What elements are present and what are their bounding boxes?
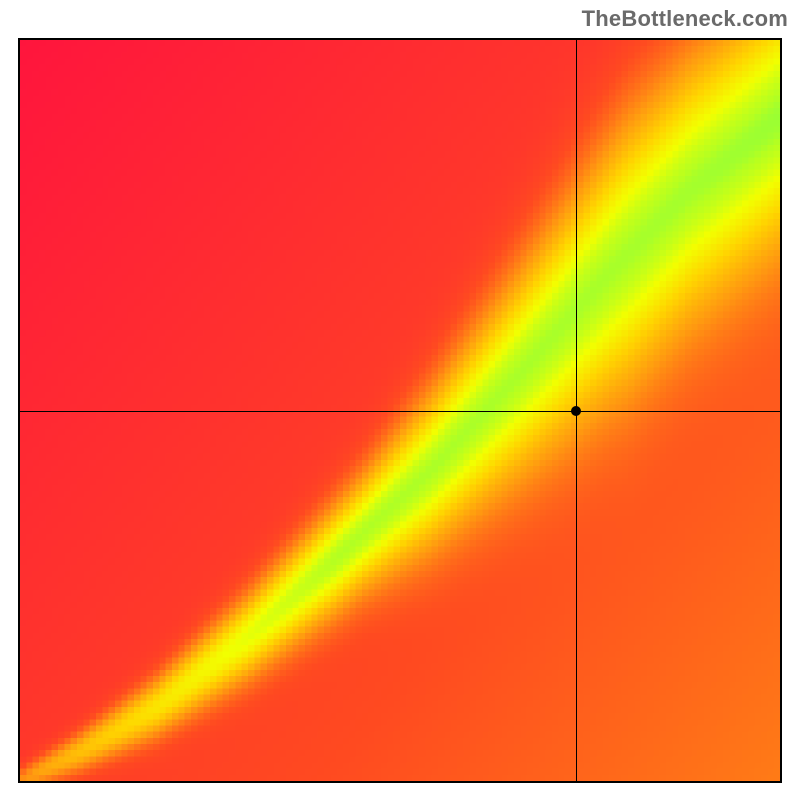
heatmap-plot bbox=[18, 38, 782, 783]
crosshair-marker bbox=[571, 406, 581, 416]
attribution-text: TheBottleneck.com bbox=[582, 6, 788, 32]
crosshair-horizontal bbox=[20, 411, 780, 412]
